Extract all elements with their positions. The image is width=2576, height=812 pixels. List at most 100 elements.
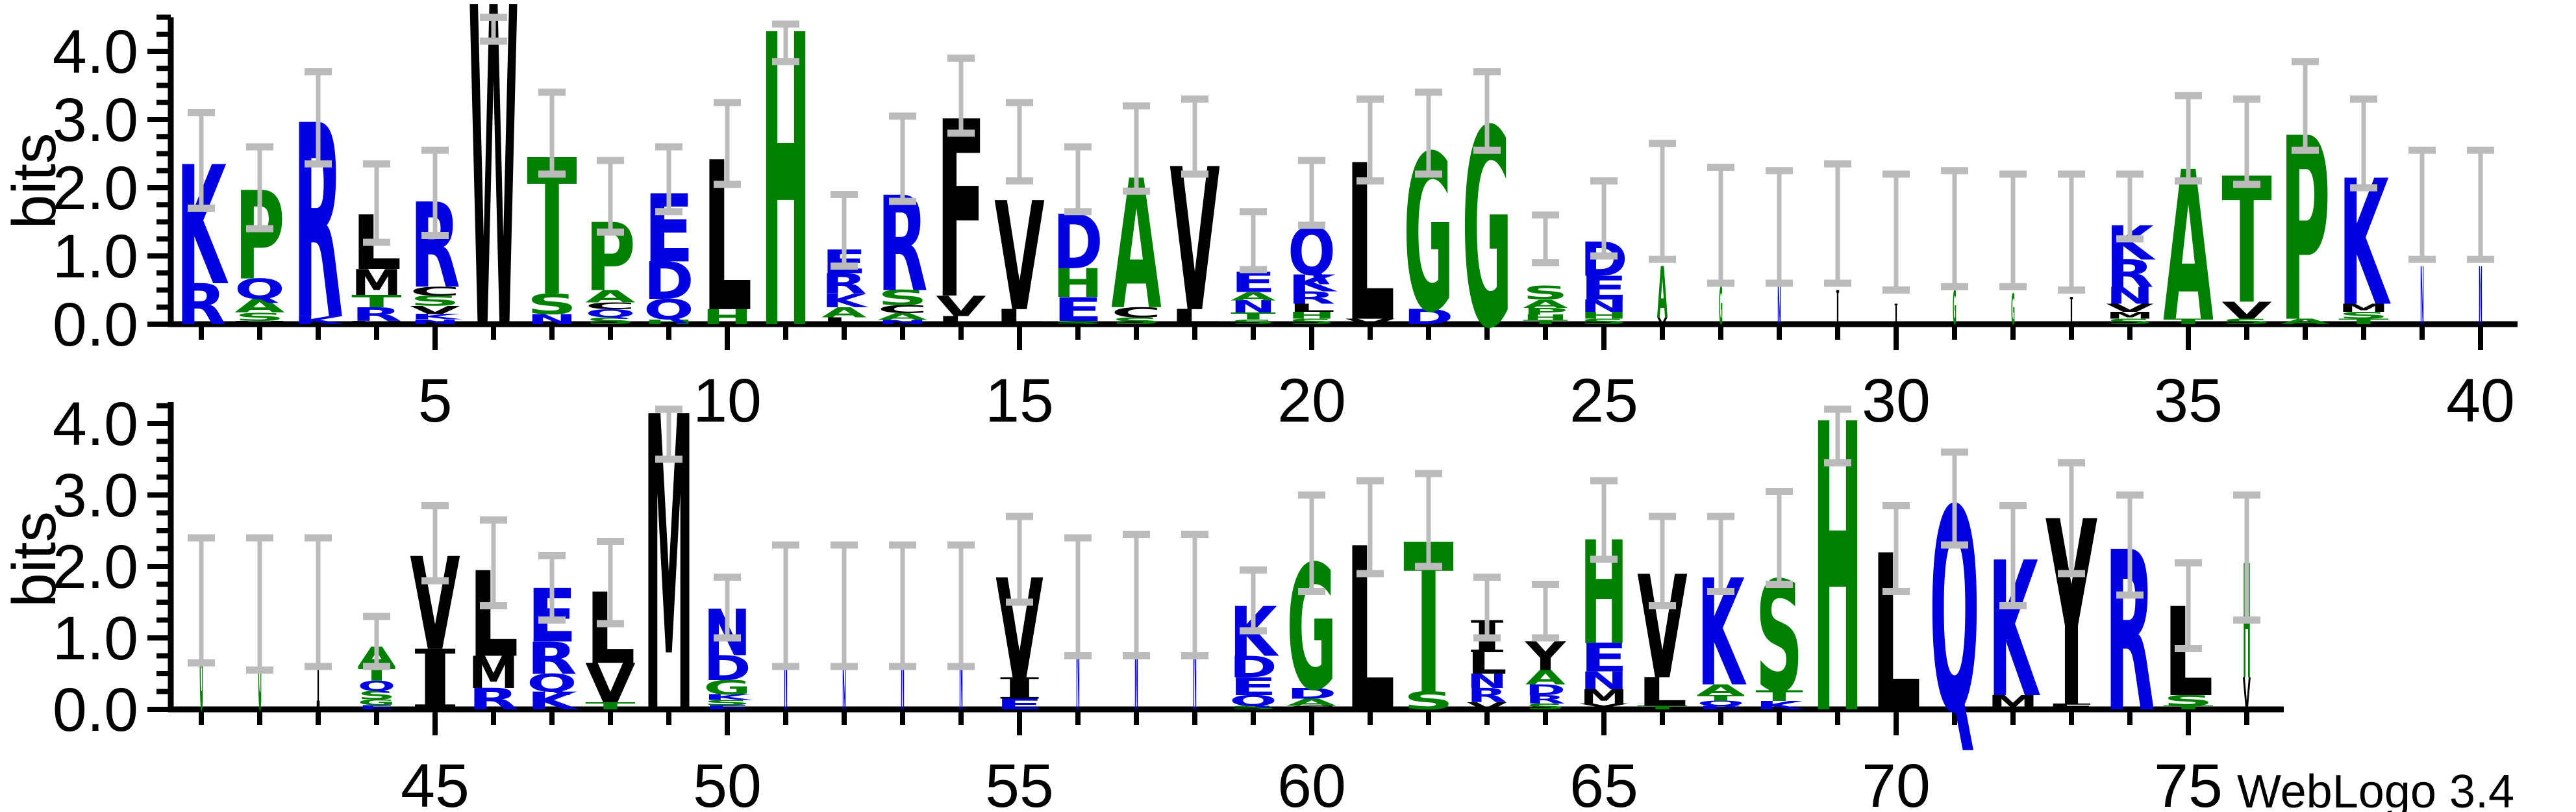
error-bar-pos-20 <box>1298 157 1325 229</box>
error-bar-pos-11 <box>772 20 799 66</box>
residue-L-pos-66: L <box>1637 670 1687 715</box>
residue-S-pos-59: S <box>1229 705 1277 711</box>
residue-S-pos-17: S <box>1111 316 1161 327</box>
residue-Q-pos-59: Q <box>1229 692 1277 709</box>
error-bar-pos-59 <box>1240 566 1267 635</box>
error-bar-pos-71 <box>1941 448 1968 549</box>
stack-pos-15: LV <box>994 170 1044 344</box>
residue-S-pos-44: S <box>358 689 395 702</box>
residue-M-pos-49: M <box>644 332 694 806</box>
residue-V-pos-48: V <box>585 652 635 715</box>
error-bar-pos-73 <box>2058 459 2085 577</box>
y-tick-label: 3.0 <box>53 461 138 530</box>
residue-S-pos-5: S <box>410 293 460 309</box>
residue-C-pos-17: C <box>1111 305 1161 321</box>
x-tick-label: 50 <box>693 752 762 812</box>
error-bar-pos-65 <box>1590 477 1618 563</box>
stack-pos-52: N <box>842 655 846 723</box>
error-bar-pos-29 <box>1824 160 1851 287</box>
stack-pos-40: N <box>2479 251 2482 343</box>
panel-positions-41-76: 0.01.02.03.04.0bitsGGIEGSQTA45IVRMLKQRET… <box>0 332 2284 812</box>
residue-S-pos-38: S <box>2338 310 2388 321</box>
y-tick-label: 2.0 <box>53 533 138 602</box>
error-bar-pos-62 <box>1415 470 1442 570</box>
residue-Q-pos-8: Q <box>585 307 635 320</box>
residue-A-pos-60: A <box>1286 697 1336 708</box>
stack-pos-49: M <box>644 332 694 806</box>
error-bar-pos-47 <box>538 552 566 624</box>
residue-T-pos-38: T <box>2338 317 2389 325</box>
residue-N-pos-5: N <box>410 318 460 326</box>
panel-positions-1-40: 0.01.02.03.04.0bitsRKVSAQPKRVRTML5NKVSCR… <box>0 0 2518 435</box>
error-bar-pos-12 <box>831 191 858 270</box>
residue-K-pos-5: K <box>410 312 462 321</box>
residue-A-pos-37: A <box>2280 317 2330 325</box>
error-bar-pos-40 <box>2467 146 2494 263</box>
residue-A-pos-26: A <box>1657 252 1668 335</box>
residue-S-pos-34: S <box>2106 317 2154 325</box>
error-bar-pos-6 <box>480 14 507 45</box>
error-bar-pos-21 <box>1357 95 1384 184</box>
residue-N-pos-56: N <box>1076 587 1080 741</box>
residue-E-pos-59: E <box>1229 672 1277 701</box>
residue-G-pos-32: G <box>2011 285 2015 334</box>
stack-pos-10: HL <box>702 119 752 358</box>
residue-A-pos-67: A <box>1697 681 1745 698</box>
error-bar-pos-53 <box>889 541 916 670</box>
error-bar-pos-3 <box>305 68 332 168</box>
error-bar-pos-69 <box>1824 405 1851 466</box>
error-bar-pos-14 <box>947 55 975 137</box>
error-bar-pos-43 <box>305 534 332 670</box>
residue-Y-pos-64: Y <box>1525 634 1566 679</box>
residue-I-pos-29: I <box>1836 280 1840 335</box>
error-bar-pos-52 <box>831 541 858 670</box>
residue-L-pos-14: L <box>936 314 986 327</box>
error-bar-pos-25 <box>1590 177 1618 260</box>
residue-N-pos-52: N <box>842 655 846 723</box>
residue-L-pos-12: L <box>821 316 867 327</box>
residue-S-pos-2: S <box>234 311 284 324</box>
error-bar-pos-61 <box>1357 477 1384 577</box>
residue-C-pos-13: C <box>877 303 927 316</box>
error-bar-pos-66 <box>1649 513 1676 609</box>
residue-N-pos-19: N <box>1231 297 1276 316</box>
residue-V-pos-14: V <box>936 290 986 323</box>
residue-L-pos-20: L <box>1288 301 1336 314</box>
error-bar-pos-44 <box>363 613 390 670</box>
stack-pos-68: KTS <box>1755 550 1805 726</box>
residue-A-pos-12: A <box>821 305 867 321</box>
error-bar-pos-24 <box>1532 211 1559 266</box>
residue-S-pos-8: S <box>585 316 635 327</box>
residue-K-pos-3: K <box>293 314 345 327</box>
error-bar-pos-35 <box>2175 92 2202 184</box>
residue-I-pos-45: I <box>410 632 460 730</box>
residue-E-pos-44: E <box>358 704 395 711</box>
residue-D-pos-50: D <box>703 648 751 688</box>
residue-N-pos-13: N <box>877 319 927 325</box>
stack-pos-30: I <box>1894 298 1898 331</box>
residue-E-pos-65: E <box>1580 635 1628 681</box>
residue-R-pos-1: R <box>176 273 226 338</box>
x-tick-label: 35 <box>2154 366 2223 435</box>
residue-C-pos-60: C <box>1286 705 1336 711</box>
residue-H-pos-20: H <box>1288 310 1336 321</box>
residue-S-pos-20: S <box>1288 317 1336 325</box>
attribution-text: WebLogo 3.4 <box>2236 766 2514 812</box>
error-bar-pos-41 <box>188 534 215 666</box>
residue-N-pos-7: N <box>527 311 577 327</box>
residue-K-pos-12: K <box>821 290 869 312</box>
x-tick-label: 75 <box>2154 752 2223 812</box>
x-tick-label: 40 <box>2446 366 2515 435</box>
residue-Q-pos-67: Q <box>1697 700 1745 707</box>
residue-T-pos-67: T <box>1697 694 1745 703</box>
error-bar-pos-38 <box>2350 95 2377 192</box>
error-bar-pos-49 <box>655 405 682 463</box>
residue-A-pos-64: A <box>1525 666 1566 689</box>
error-bar-pos-57 <box>1123 531 1150 659</box>
residue-D-pos-60: D <box>1286 685 1336 702</box>
y-axis-title: bits <box>0 511 69 607</box>
